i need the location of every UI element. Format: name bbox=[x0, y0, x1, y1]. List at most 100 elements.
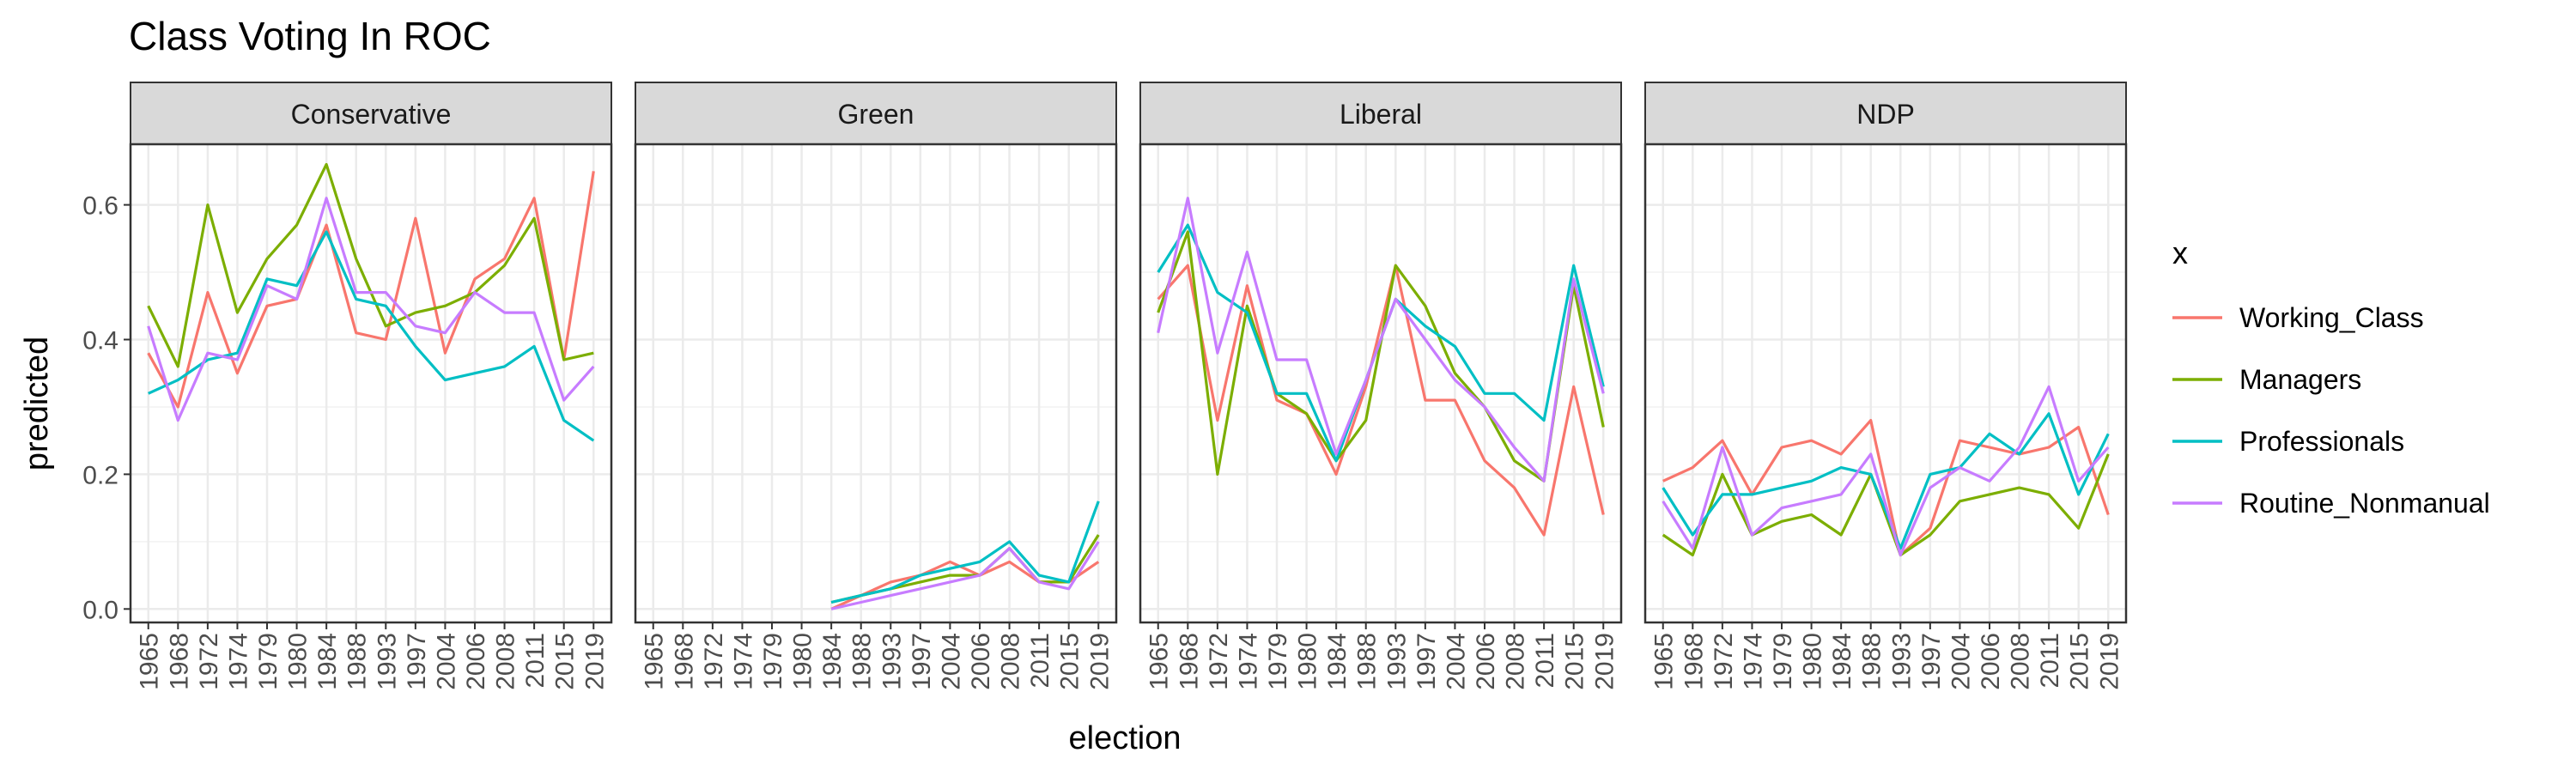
x-tick-label: 2008 bbox=[492, 633, 520, 690]
legend-item: Routine_Nonmanual bbox=[2172, 488, 2490, 519]
x-tick-label: 1979 bbox=[1769, 633, 1797, 690]
x-tick-label: 1980 bbox=[284, 633, 313, 690]
facet-strip-label: NDP bbox=[1856, 99, 1915, 130]
x-tick-label: 1974 bbox=[224, 633, 252, 690]
x-tick-label: 1974 bbox=[1234, 633, 1262, 690]
x-tick-label: 2015 bbox=[551, 633, 580, 690]
x-tick-label: 1972 bbox=[700, 633, 728, 690]
legend: x Working_Class Managers Professionals Rout… bbox=[2172, 235, 2490, 519]
x-tick-label: 1979 bbox=[254, 633, 283, 690]
x-tick-label: 2011 bbox=[2036, 633, 2064, 689]
x-tick-label: 2006 bbox=[1472, 633, 1500, 690]
x-tick-label: 1965 bbox=[1145, 633, 1174, 690]
facet-strip-label: Green bbox=[838, 99, 914, 130]
series-line-working-class bbox=[1157, 264, 1605, 537]
x-tick-label: 1993 bbox=[1382, 633, 1411, 690]
x-tick-label: 1997 bbox=[908, 633, 936, 690]
x-tick-label: 1968 bbox=[1175, 633, 1203, 690]
y-tick-label: 0.0 bbox=[82, 596, 118, 624]
y-tick-label: 0.2 bbox=[82, 461, 118, 489]
x-tick-label: 1965 bbox=[136, 633, 164, 690]
x-tick-label: 1980 bbox=[789, 633, 817, 690]
facet-strip bbox=[130, 82, 612, 145]
x-tick-label: 2019 bbox=[580, 633, 609, 690]
x-axis-title: election bbox=[1069, 720, 1182, 756]
panel-border bbox=[1643, 143, 2128, 624]
x-tick-label: 1972 bbox=[195, 633, 223, 690]
legend-label: Professionals bbox=[2239, 426, 2404, 457]
x-tick-label: 2015 bbox=[2066, 633, 2094, 690]
x-tick-label: 1980 bbox=[1294, 633, 1322, 690]
x-tick-label: 1979 bbox=[759, 633, 787, 690]
x-tick-label: 1972 bbox=[1205, 633, 1233, 690]
facet-strip bbox=[635, 82, 1117, 145]
plot-area bbox=[131, 144, 611, 622]
x-tick-label: 2006 bbox=[967, 633, 995, 690]
facet-strip-label: Conservative bbox=[291, 99, 452, 130]
y-tick-label: 0.4 bbox=[82, 327, 118, 355]
y-axis-title: predicted bbox=[19, 337, 55, 470]
x-tick-label: 1979 bbox=[1264, 633, 1292, 690]
x-tick-label: 2015 bbox=[1561, 633, 1589, 690]
series-line-professionals bbox=[830, 501, 1100, 604]
x-tick-label: 1988 bbox=[1858, 633, 1886, 690]
x-tick-label: 2019 bbox=[2095, 633, 2123, 690]
x-tick-label: 1997 bbox=[1917, 633, 1946, 690]
x-tick-label: 1984 bbox=[1828, 633, 1856, 690]
x-tick-label: 2006 bbox=[462, 633, 490, 690]
x-tick-label: 2008 bbox=[2007, 633, 2035, 690]
facet-strip bbox=[1139, 82, 1622, 145]
series-line-routine-nonmanual bbox=[147, 197, 595, 422]
x-tick-label: 1968 bbox=[165, 633, 193, 690]
chart-title: Class Voting In ROC bbox=[129, 14, 491, 58]
x-tick-label: 1972 bbox=[1710, 633, 1738, 690]
x-tick-label: 2008 bbox=[1502, 633, 1530, 690]
panel-border bbox=[1139, 143, 1623, 624]
legend-label: Routine_Nonmanual bbox=[2239, 488, 2490, 519]
panel-border bbox=[634, 143, 1118, 624]
x-tick-label: 1993 bbox=[1887, 633, 1916, 690]
facet-panel-ndp: NDP 1965 1968 1972 1974 1979 1980 1984 1988 1993 1… bbox=[1643, 82, 2128, 690]
plot-area bbox=[1140, 144, 1621, 622]
legend-item: Managers bbox=[2172, 364, 2361, 395]
x-tick-label: 1984 bbox=[818, 633, 847, 690]
legend-title: x bbox=[2172, 235, 2188, 270]
plot-area bbox=[635, 144, 1116, 622]
x-tick-label: 1965 bbox=[641, 633, 669, 690]
legend-item: Working_Class bbox=[2172, 302, 2424, 333]
plot-area bbox=[1645, 144, 2126, 622]
x-tick-label: 2004 bbox=[432, 633, 460, 690]
x-tick-label: 1988 bbox=[343, 633, 372, 690]
x-tick-label: 1997 bbox=[1413, 633, 1441, 690]
x-tick-label: 1993 bbox=[878, 633, 906, 690]
facet-strip-label: Liberal bbox=[1340, 99, 1422, 130]
x-tick-label: 2004 bbox=[1442, 633, 1470, 690]
x-tick-label: 2004 bbox=[937, 633, 965, 690]
x-tick-label: 1984 bbox=[313, 633, 342, 690]
series-line-routine-nonmanual bbox=[1662, 385, 2110, 557]
series-line-working-class bbox=[1662, 419, 2110, 557]
x-tick-label: 1988 bbox=[1353, 633, 1382, 690]
x-tick-label: 2019 bbox=[1085, 633, 1114, 690]
facet-panel-conservative: Conservative 1965 1968 1972 1974 1979 1980 1984… bbox=[129, 82, 613, 690]
x-tick-label: 1974 bbox=[729, 633, 757, 690]
legend-label: Working_Class bbox=[2239, 302, 2424, 333]
x-tick-label: 1965 bbox=[1650, 633, 1679, 690]
panel-border bbox=[129, 143, 613, 624]
x-tick-label: 2008 bbox=[997, 633, 1025, 690]
x-tick-label: 1974 bbox=[1739, 633, 1767, 690]
x-tick-label: 2019 bbox=[1590, 633, 1619, 690]
x-tick-label: 1993 bbox=[373, 633, 401, 690]
x-tick-label: 1988 bbox=[848, 633, 877, 690]
legend-item: Professionals bbox=[2172, 426, 2404, 457]
x-tick-label: 2011 bbox=[1026, 633, 1054, 689]
y-tick-label: 0.6 bbox=[82, 192, 118, 221]
x-tick-label: 1980 bbox=[1799, 633, 1827, 690]
series-line-routine-nonmanual bbox=[1157, 197, 1605, 483]
x-tick-label: 2004 bbox=[1947, 633, 1975, 690]
